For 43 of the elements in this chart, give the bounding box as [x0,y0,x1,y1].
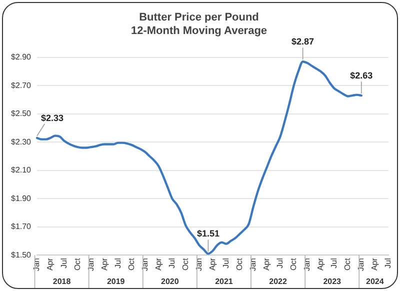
y-tick-label: $1.50 [10,250,32,260]
x-tick-label: Jan [140,258,150,272]
y-tick-label: $2.30 [10,137,32,146]
x-tick-label: Oct [289,257,298,271]
x-tick-label: Jan [194,258,204,272]
x-tick-label: Apr [154,258,163,271]
text: 2020 [161,277,180,286]
x-tick-label: Oct [72,257,82,271]
x-tick-label: Apr [370,258,380,271]
y-tick-label: $2.10 [10,166,32,175]
x-tick-label: Oct [126,257,136,271]
x-tick-label: Jul [59,258,68,268]
text: 2024 [366,277,384,286]
text: 2023 [323,277,342,286]
y-tick-label: $2.90 [10,52,32,62]
data-label: $2.63 [350,70,373,81]
y-tick-label: $2.50 [10,109,32,118]
x-tick-label: Oct [180,257,190,271]
x-tick-label: Apr [316,258,326,271]
x-tick-label: Oct [234,257,244,271]
x-tick-label: Oct [343,257,352,271]
x-tick-label: Jul [221,258,230,268]
chart-title: Butter Price per Pound 12-Month Moving Average [130,12,268,37]
x-tick-label: Jul [384,258,393,268]
text: 2022 [269,277,288,286]
y-tick-label: $2.70 [10,80,32,90]
data-label: $2.87 [292,36,314,47]
x-tick-label: Apr [46,258,55,271]
x-tick-label: Jul [275,258,284,268]
data-label: $2.33 [41,112,64,123]
text: 2021 [215,277,234,286]
y-tick-label: $1.70 [10,222,32,232]
x-tick-label: Jul [330,258,339,268]
y-tick-label: $1.90 [10,194,32,203]
text: 2018 [52,277,72,286]
text: 2019 [106,277,126,286]
data-label: $1.51 [196,228,220,239]
x-tick-label: Apr [262,258,271,271]
x-tick-label: Apr [208,258,217,271]
x-tick-label: Apr [100,258,109,271]
x-tick-label: Jul [113,258,122,268]
x-tick-label: Jan [86,258,96,272]
x-tick-label: Jul [167,258,176,268]
